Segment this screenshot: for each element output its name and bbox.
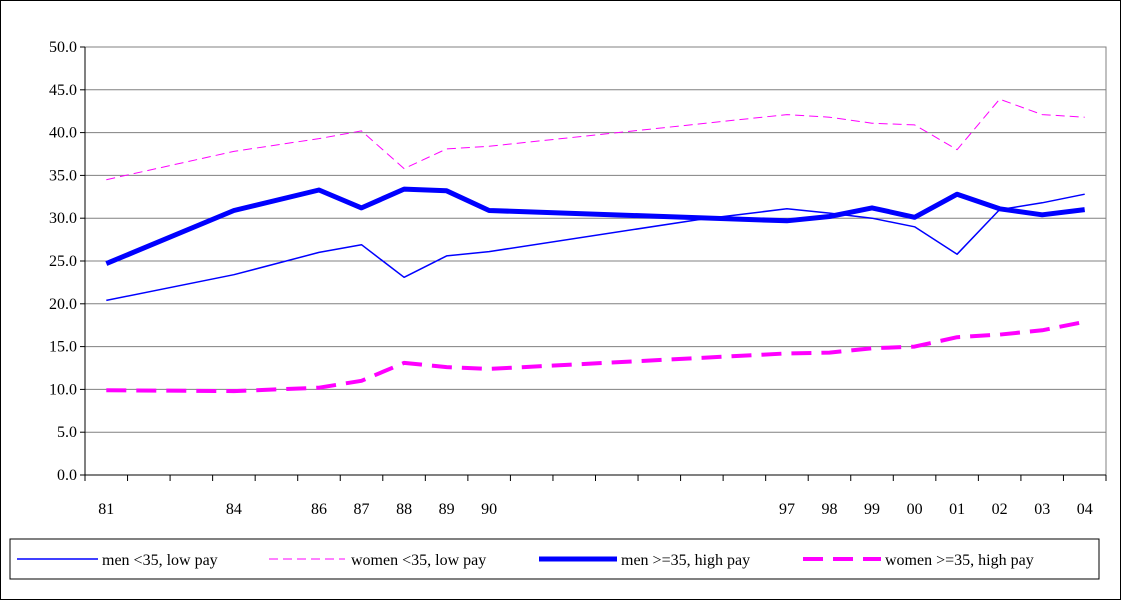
x-tick-label: 01 <box>949 501 965 518</box>
y-tick-label: 30.0 <box>49 210 77 227</box>
x-tick-label: 00 <box>907 501 923 518</box>
series-line-2 <box>106 98 1085 181</box>
legend: men <35, low pay women <35, low pay men >=… <box>9 538 1100 580</box>
y-tick-label: 45.0 <box>49 82 77 99</box>
y-tick-label: 25.0 <box>49 253 77 270</box>
legend-label-1: men <35, low pay <box>102 552 218 569</box>
x-tick-label: 87 <box>354 501 370 518</box>
series-line-1 <box>106 193 1085 302</box>
y-tick-label: 15.0 <box>49 339 77 356</box>
y-tick-label: 35.0 <box>49 167 77 184</box>
series-line-3 <box>105 186 1086 266</box>
x-tick-label: 98 <box>821 501 837 518</box>
series-lines <box>105 98 1086 394</box>
y-tick-label: 20.0 <box>49 296 77 313</box>
x-tick-label: 86 <box>311 501 327 518</box>
series-line-4 <box>106 319 1086 394</box>
y-tick-label: 50.0 <box>49 39 77 56</box>
y-tick-label: 40.0 <box>49 125 77 142</box>
legend-label-2: women <35, low pay <box>351 552 486 569</box>
x-tick-label: 90 <box>481 501 497 518</box>
x-tick-label: 02 <box>992 501 1008 518</box>
x-tick-label: 81 <box>98 501 114 518</box>
x-tick-label: 03 <box>1034 501 1050 518</box>
x-tick-label: 04 <box>1077 501 1093 518</box>
x-tick-label: 97 <box>779 501 795 518</box>
gridlines <box>85 46 1106 433</box>
x-tick-label: 89 <box>439 501 455 518</box>
y-tick-label: 0.0 <box>57 467 77 484</box>
y-tick-label: 10.0 <box>49 381 77 398</box>
x-tick-label: 99 <box>864 501 880 518</box>
x-axis-ticks: 81 84 86 87 88 89 90 97 98 99 00 01 02 03 04 <box>84 475 1107 518</box>
legend-label-3: men >=35, high pay <box>621 552 750 569</box>
x-tick-label: 88 <box>396 501 412 518</box>
legend-label-4: women >=35, high pay <box>885 552 1034 569</box>
y-tick-label: 5.0 <box>57 424 77 441</box>
x-tick-label: 84 <box>226 501 242 518</box>
y-axis-ticks: 0.0 5.0 10.0 15.0 20.0 25.0 30.0 35.0 40.0 45.0 50… <box>49 39 85 484</box>
